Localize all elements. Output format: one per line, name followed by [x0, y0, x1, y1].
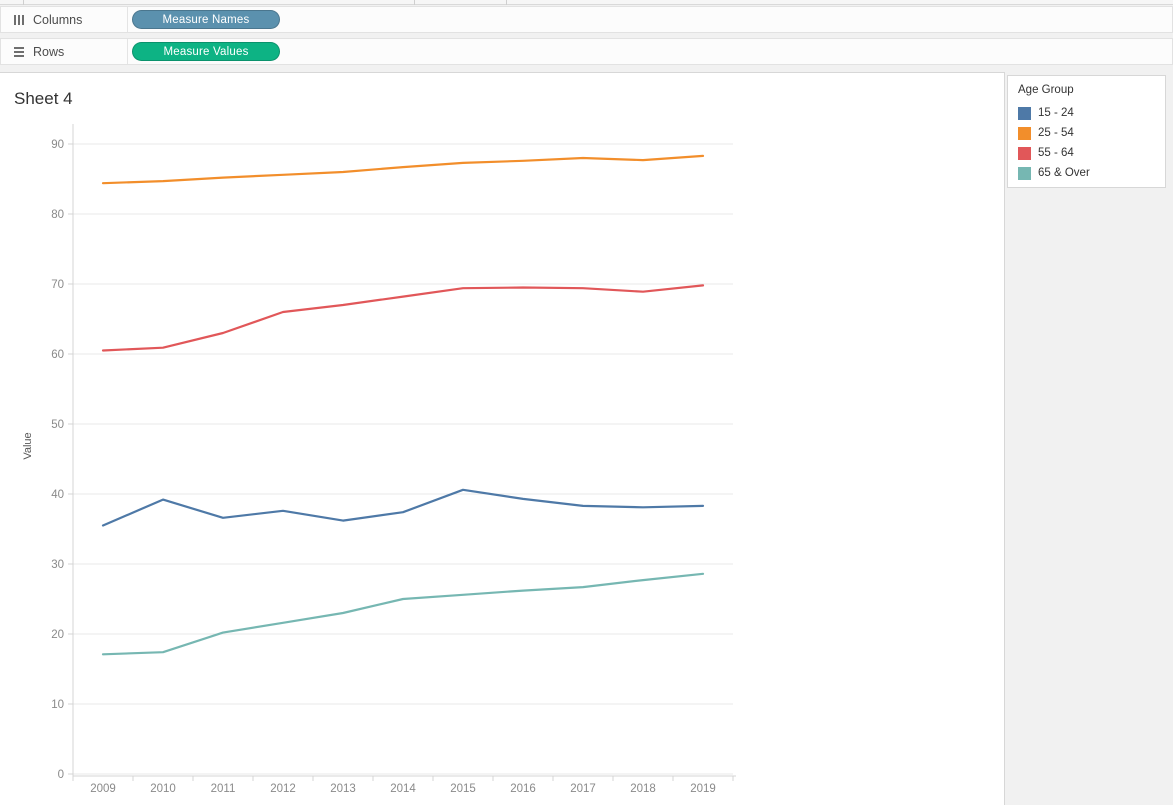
columns-pill-measure-names[interactable]: Measure Names: [132, 10, 280, 29]
legend-label: 25 - 54: [1038, 127, 1074, 139]
svg-text:10: 10: [51, 699, 64, 711]
svg-text:Value: Value: [22, 432, 34, 459]
svg-text:20: 20: [51, 629, 64, 641]
toolbar-divider: [506, 0, 507, 5]
legend-item-15-24[interactable]: 15 - 24: [1008, 103, 1165, 123]
svg-text:2010: 2010: [150, 783, 176, 795]
columns-shelf-header: Columns: [1, 7, 128, 32]
svg-text:80: 80: [51, 209, 64, 221]
svg-text:30: 30: [51, 559, 64, 571]
legend-label: 65 & Over: [1038, 167, 1090, 179]
svg-text:2019: 2019: [690, 783, 716, 795]
toolbar-remnant: [0, 0, 1173, 5]
rows-pill-area[interactable]: Measure Values: [128, 42, 280, 61]
legend-item-55-64[interactable]: 55 - 64: [1008, 143, 1165, 163]
toolbar-divider: [414, 0, 415, 5]
svg-text:90: 90: [51, 139, 64, 151]
svg-text:50: 50: [51, 419, 64, 431]
worksheet-view: Sheet 4 0 10 20 30 40 50 60 70 80 90 2009 2010 2011 2…: [0, 72, 1005, 805]
columns-shelf-label: Columns: [33, 12, 83, 27]
svg-text:2009: 2009: [90, 783, 116, 795]
sheet-title[interactable]: Sheet 4: [14, 89, 73, 108]
legend-label: 15 - 24: [1038, 107, 1074, 119]
columns-shelf: Columns Measure Names: [0, 6, 1173, 33]
svg-text:2017: 2017: [570, 783, 596, 795]
svg-text:2014: 2014: [390, 783, 416, 795]
rows-pill-measure-values[interactable]: Measure Values: [132, 42, 280, 61]
rows-icon: [14, 46, 24, 57]
legend-swatch-15-24: [1018, 106, 1031, 120]
svg-text:60: 60: [51, 349, 64, 361]
svg-text:2015: 2015: [450, 783, 476, 795]
color-legend: Age Group 15 - 24 25 - 54 55 - 64 65 & O…: [1007, 75, 1166, 188]
legend-label: 55 - 64: [1038, 147, 1074, 159]
svg-text:2013: 2013: [330, 783, 356, 795]
columns-pill-area[interactable]: Measure Names: [128, 10, 280, 29]
rows-shelf-header: Rows: [1, 39, 128, 64]
legend-swatch-25-54: [1018, 126, 1031, 140]
legend-title: Age Group: [1018, 84, 1074, 96]
svg-text:2018: 2018: [630, 783, 656, 795]
svg-text:0: 0: [58, 769, 64, 781]
line-chart[interactable]: 0 10 20 30 40 50 60 70 80 90 2009 2010 2011 2012 2013 2…: [0, 73, 1004, 805]
legend-item-65-over[interactable]: 65 & Over: [1008, 163, 1165, 183]
legend-swatch-55-64: [1018, 146, 1031, 160]
legend-swatch-65-over: [1018, 166, 1031, 180]
svg-text:40: 40: [51, 489, 64, 501]
legend-item-25-54[interactable]: 25 - 54: [1008, 123, 1165, 143]
toolbar-divider: [23, 0, 24, 5]
rows-shelf-label: Rows: [33, 44, 65, 59]
columns-icon: [14, 14, 24, 25]
svg-text:2012: 2012: [270, 783, 296, 795]
svg-text:70: 70: [51, 279, 64, 291]
svg-text:2011: 2011: [211, 783, 236, 795]
svg-text:2016: 2016: [510, 783, 536, 795]
rows-shelf: Rows Measure Values: [0, 38, 1173, 65]
